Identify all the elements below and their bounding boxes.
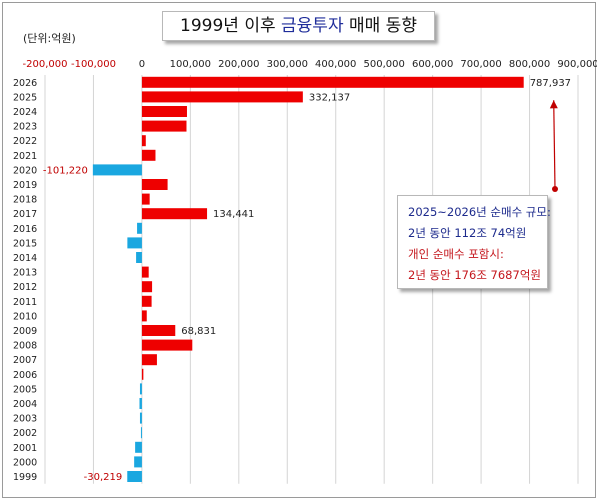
y-category-label: 2009 [13, 326, 37, 337]
bar-2021 [141, 149, 156, 161]
y-category-label: 2018 [13, 195, 37, 206]
title-part-1: 1999년 이후 [180, 16, 282, 36]
x-tick-label: 600,000 [412, 59, 453, 70]
y-category-label: 2000 [13, 457, 37, 468]
x-tick-label: -200,000 [23, 59, 68, 70]
bar-2025 [141, 91, 303, 103]
bars [92, 76, 524, 482]
bar-2004 [139, 398, 142, 409]
x-tick-label: 100,000 [170, 59, 211, 70]
y-category-label: 2008 [13, 341, 37, 352]
y-category-label: 2004 [13, 399, 37, 410]
callout-arrow-head [549, 100, 558, 109]
data-labels: 787,937 332,137 -101,220 134,441 68,831 -30,2… [43, 78, 571, 483]
y-category-label: 1999 [13, 472, 37, 483]
x-tick-label: 900,000 [557, 59, 597, 70]
chart-frame: -200,000 -100,000 0 100,000 200,000 300,000 40… [2, 2, 597, 498]
bar-2022 [141, 135, 146, 147]
x-tick-label: 500,000 [364, 59, 405, 70]
bar-2005 [139, 383, 142, 395]
x-tick-label: -100,000 [71, 59, 116, 70]
y-category-label: 2016 [13, 224, 37, 235]
y-category-label: 2015 [13, 238, 37, 249]
y-category-label: 2003 [13, 414, 37, 425]
callout-arrow-line [553, 100, 556, 190]
bar-2008 [141, 339, 193, 351]
y-category-label: 2001 [13, 443, 37, 454]
y-category-label: 2002 [13, 428, 37, 439]
data-label: 68,831 [181, 326, 216, 337]
title-part-3: 매매 동향 [343, 16, 417, 36]
bar-2024 [141, 106, 187, 117]
y-category-label: 2022 [13, 136, 37, 147]
bar-2011 [141, 295, 152, 307]
bar-chart: -200,000 -100,000 0 100,000 200,000 300,000 40… [13, 59, 597, 484]
x-tick-label: 0 [139, 59, 145, 70]
y-category-label: 2010 [13, 311, 37, 322]
y-category-label: 2017 [13, 209, 37, 220]
y-category-label: 2005 [13, 384, 37, 395]
y-category-label: 2019 [13, 180, 37, 191]
x-tick-label: 300,000 [267, 59, 308, 70]
bar-2015 [127, 237, 142, 249]
x-tick-label: 700,000 [460, 59, 501, 70]
bar-2018 [141, 193, 150, 205]
unit-label: (단위:억원) [23, 32, 76, 45]
bar-2009 [141, 325, 176, 336]
bar-2001 [135, 441, 142, 453]
y-category-label: 2011 [13, 297, 37, 308]
y-axis-categories: 2026 2025 2024 2023 2022 2021 2020 2019 2018 2017… [13, 78, 37, 483]
bar-2003 [139, 412, 142, 424]
y-category-label: 2023 [13, 122, 37, 133]
bar-2014 [136, 252, 142, 263]
y-category-label: 2021 [13, 151, 37, 162]
callout-box: 2025~2026년 순매수 규모: 2년 동안 112조 74억원 개인 순매… [397, 195, 551, 289]
x-axis-ticks: -200,000 -100,000 0 100,000 200,000 300,000 40… [23, 59, 597, 70]
y-category-label: 2007 [13, 355, 37, 366]
y-category-label: 2024 [13, 107, 37, 118]
callout-line-2: 2년 동안 112조 74억원 [408, 226, 527, 240]
y-category-label: 2012 [13, 282, 37, 293]
callout-arrow [549, 100, 558, 192]
x-tick-label: 800,000 [509, 59, 550, 70]
bar-2017 [141, 208, 208, 220]
bar-2026 [141, 76, 524, 88]
callout-line-1: 2025~2026년 순매수 규모: [408, 205, 551, 219]
y-category-label: 2026 [13, 78, 37, 89]
bar-1999 [127, 471, 142, 482]
bar-2016 [137, 222, 142, 234]
x-tick-label: 200,000 [218, 59, 259, 70]
bar-2007 [141, 354, 157, 366]
bar-2013 [141, 266, 149, 278]
y-category-label: 2025 [13, 92, 37, 103]
y-category-label: 2013 [13, 268, 37, 279]
data-label: 134,441 [213, 209, 254, 220]
callout-arrow-dot [552, 186, 558, 192]
bar-2012 [141, 281, 153, 293]
chart-title: 1999년 이후 금융투자 매매 동향 [162, 11, 435, 41]
callout-line-3: 개인 순매수 포함시: [408, 247, 504, 261]
y-category-label: 2006 [13, 370, 37, 381]
x-tick-label: 400,000 [315, 59, 356, 70]
title-highlight: 금융투자 [281, 16, 344, 36]
data-label: -30,219 [84, 472, 123, 483]
callout-line-4: 2년 동안 176조 7687억원 [408, 268, 541, 282]
bar-2019 [141, 179, 168, 190]
y-category-label: 2014 [13, 253, 37, 264]
bar-2000 [134, 456, 142, 468]
bar-2023 [141, 120, 187, 132]
y-category-label: 2020 [13, 165, 37, 176]
data-label: -101,220 [43, 165, 88, 176]
bar-2010 [141, 310, 147, 322]
data-label: 332,137 [309, 92, 350, 103]
bar-2020 [92, 164, 142, 176]
data-label: 787,937 [530, 78, 571, 89]
bar-2006 [141, 368, 144, 380]
bar-2002 [140, 427, 142, 439]
